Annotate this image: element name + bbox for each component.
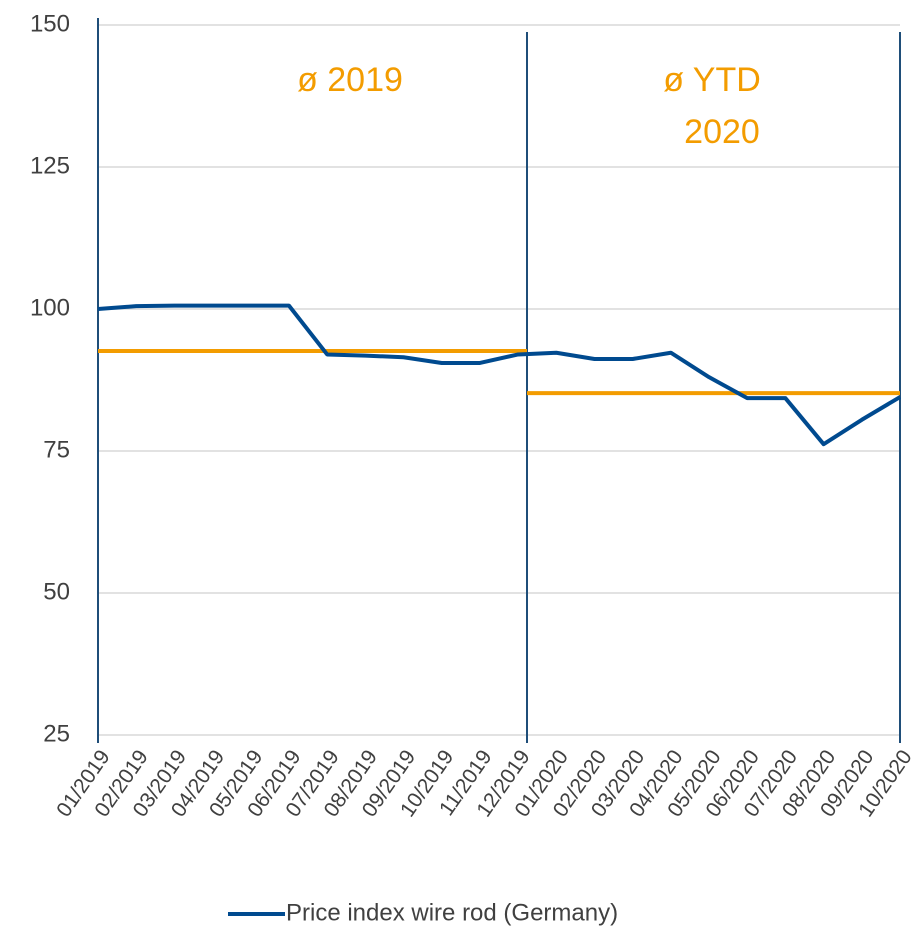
series-line xyxy=(97,303,902,447)
annotation: 2020 xyxy=(684,113,760,151)
y-tick-label: 100 xyxy=(30,294,70,321)
y-tick-label: 150 xyxy=(30,10,70,37)
y-tick-label: 75 xyxy=(43,436,70,463)
y-tick-label: 50 xyxy=(43,578,70,605)
annotation: ø YTD xyxy=(663,61,761,99)
legend-label: Price index wire rod (Germany) xyxy=(286,899,618,926)
annotation: ø 2019 xyxy=(297,61,403,99)
y-tick-label: 125 xyxy=(30,152,70,179)
y-tick-label: 25 xyxy=(43,720,70,747)
